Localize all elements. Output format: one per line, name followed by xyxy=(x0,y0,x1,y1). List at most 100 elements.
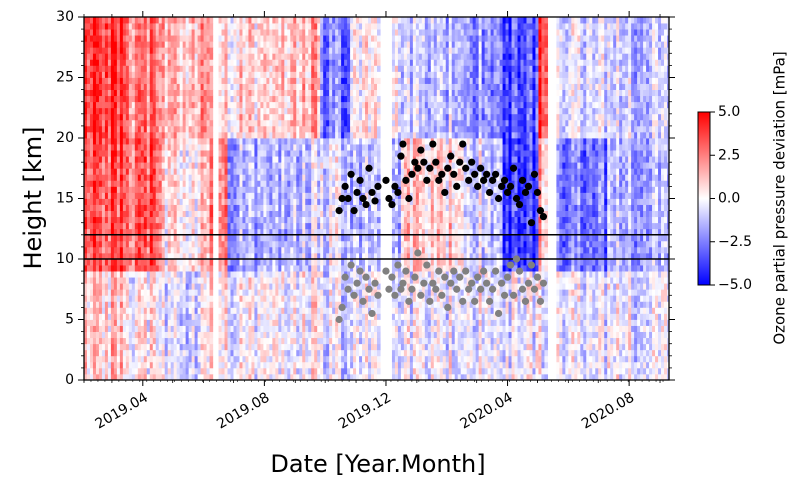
heatmap-cell xyxy=(179,119,184,127)
heatmap-cell xyxy=(140,131,145,139)
heatmap-cell xyxy=(239,101,244,109)
heatmap-cell xyxy=(206,17,211,24)
heatmap-cell xyxy=(200,343,205,351)
heatmap-cell xyxy=(257,29,261,36)
heatmap-cell xyxy=(143,95,148,103)
heatmap-cell xyxy=(161,162,166,169)
heatmap-cell xyxy=(299,355,303,363)
heatmap-cell xyxy=(110,228,115,236)
heatmap-cell xyxy=(269,47,273,54)
heatmap-cell xyxy=(236,198,241,205)
heatmap-cell xyxy=(197,71,202,78)
heatmap-cell xyxy=(269,265,273,272)
heatmap-cell xyxy=(113,174,118,181)
heatmap-cell xyxy=(278,180,282,187)
heatmap-cell xyxy=(335,65,339,72)
heatmap-cell xyxy=(266,77,270,84)
heatmap-cell xyxy=(113,168,118,175)
heatmap-cell xyxy=(287,168,291,175)
heatmap-cell xyxy=(101,119,106,127)
heatmap-cell xyxy=(155,107,160,115)
heatmap-cell xyxy=(305,77,309,84)
heatmap-cell xyxy=(134,265,139,272)
heatmap-cell xyxy=(173,138,178,145)
heatmap-cell xyxy=(245,289,250,296)
heatmap-cell xyxy=(302,246,306,254)
heatmap-cell xyxy=(293,162,297,169)
heatmap-cell xyxy=(275,277,279,284)
heatmap-cell xyxy=(221,180,226,187)
heatmap-cell xyxy=(167,168,172,175)
heatmap-cell xyxy=(239,265,244,272)
heatmap-cell xyxy=(188,119,193,127)
heatmap-cell xyxy=(272,156,276,163)
heatmap-cell xyxy=(293,17,297,24)
heatmap-cell xyxy=(320,95,324,103)
heatmap-cell xyxy=(296,119,300,127)
heatmap-cell xyxy=(152,186,157,193)
heatmap-cell xyxy=(254,144,259,151)
heatmap-cell xyxy=(125,210,130,218)
heatmap-cell xyxy=(230,337,235,345)
heatmap-cell xyxy=(149,53,154,60)
heatmap-cell xyxy=(284,144,288,151)
heatmap-cell xyxy=(191,168,196,175)
heatmap-cell xyxy=(125,337,130,345)
heatmap-cell xyxy=(84,29,88,36)
heatmap-cell xyxy=(98,192,103,199)
heatmap-cell xyxy=(131,301,136,308)
heatmap-cell xyxy=(260,101,264,109)
heatmap-cell xyxy=(110,125,115,133)
heatmap-cell xyxy=(128,113,133,121)
heatmap-cell xyxy=(122,252,127,260)
heatmap-cell xyxy=(116,349,121,357)
heatmap-cell xyxy=(227,259,232,266)
heatmap-cell xyxy=(230,156,235,163)
heatmap-cell xyxy=(155,47,160,54)
heatmap-cell xyxy=(308,192,312,199)
heatmap-cell xyxy=(236,204,241,211)
heatmap-cell xyxy=(278,113,282,121)
heatmap-cell xyxy=(245,355,250,363)
heatmap-cell xyxy=(86,259,91,266)
heatmap-cell xyxy=(137,228,142,236)
heatmap-cell xyxy=(302,138,306,145)
heatmap-cell xyxy=(113,325,118,332)
heatmap-cell xyxy=(263,41,267,48)
heatmap-cell xyxy=(152,349,157,357)
heatmap-cell xyxy=(84,53,88,60)
heatmap-cell xyxy=(245,59,250,66)
heatmap-cell xyxy=(305,216,309,224)
heatmap-cell xyxy=(89,355,94,363)
heatmap-cell xyxy=(221,313,226,320)
heatmap-cell xyxy=(152,216,157,224)
heatmap-cell xyxy=(98,289,103,296)
heatmap-cell xyxy=(84,125,88,133)
heatmap-cell xyxy=(164,307,169,314)
heatmap-cell xyxy=(119,349,124,357)
heatmap-cell xyxy=(164,59,169,66)
heatmap-cell xyxy=(329,41,333,48)
heatmap-cell xyxy=(86,277,91,284)
heatmap-cell xyxy=(299,216,303,224)
heatmap-cell xyxy=(290,373,294,380)
heatmap-cell xyxy=(266,349,270,357)
heatmap-cell xyxy=(260,168,264,175)
heatmap-cell xyxy=(245,265,250,272)
heatmap-cell xyxy=(290,246,294,254)
heatmap-cell xyxy=(233,361,238,369)
heatmap-cell xyxy=(242,222,247,230)
heatmap-cell xyxy=(257,95,261,103)
heatmap-cell xyxy=(188,186,193,193)
heatmap-cell xyxy=(209,307,214,314)
heatmap-cell xyxy=(320,59,324,66)
heatmap-cell xyxy=(281,216,285,224)
heatmap-cell xyxy=(125,216,130,224)
heatmap-cell xyxy=(335,138,339,145)
heatmap-cell xyxy=(284,53,288,60)
heatmap-cell xyxy=(104,41,109,48)
heatmap-cell xyxy=(179,198,184,205)
heatmap-cell xyxy=(251,216,256,224)
heatmap-cell xyxy=(125,41,130,48)
heatmap-cell xyxy=(230,222,235,230)
